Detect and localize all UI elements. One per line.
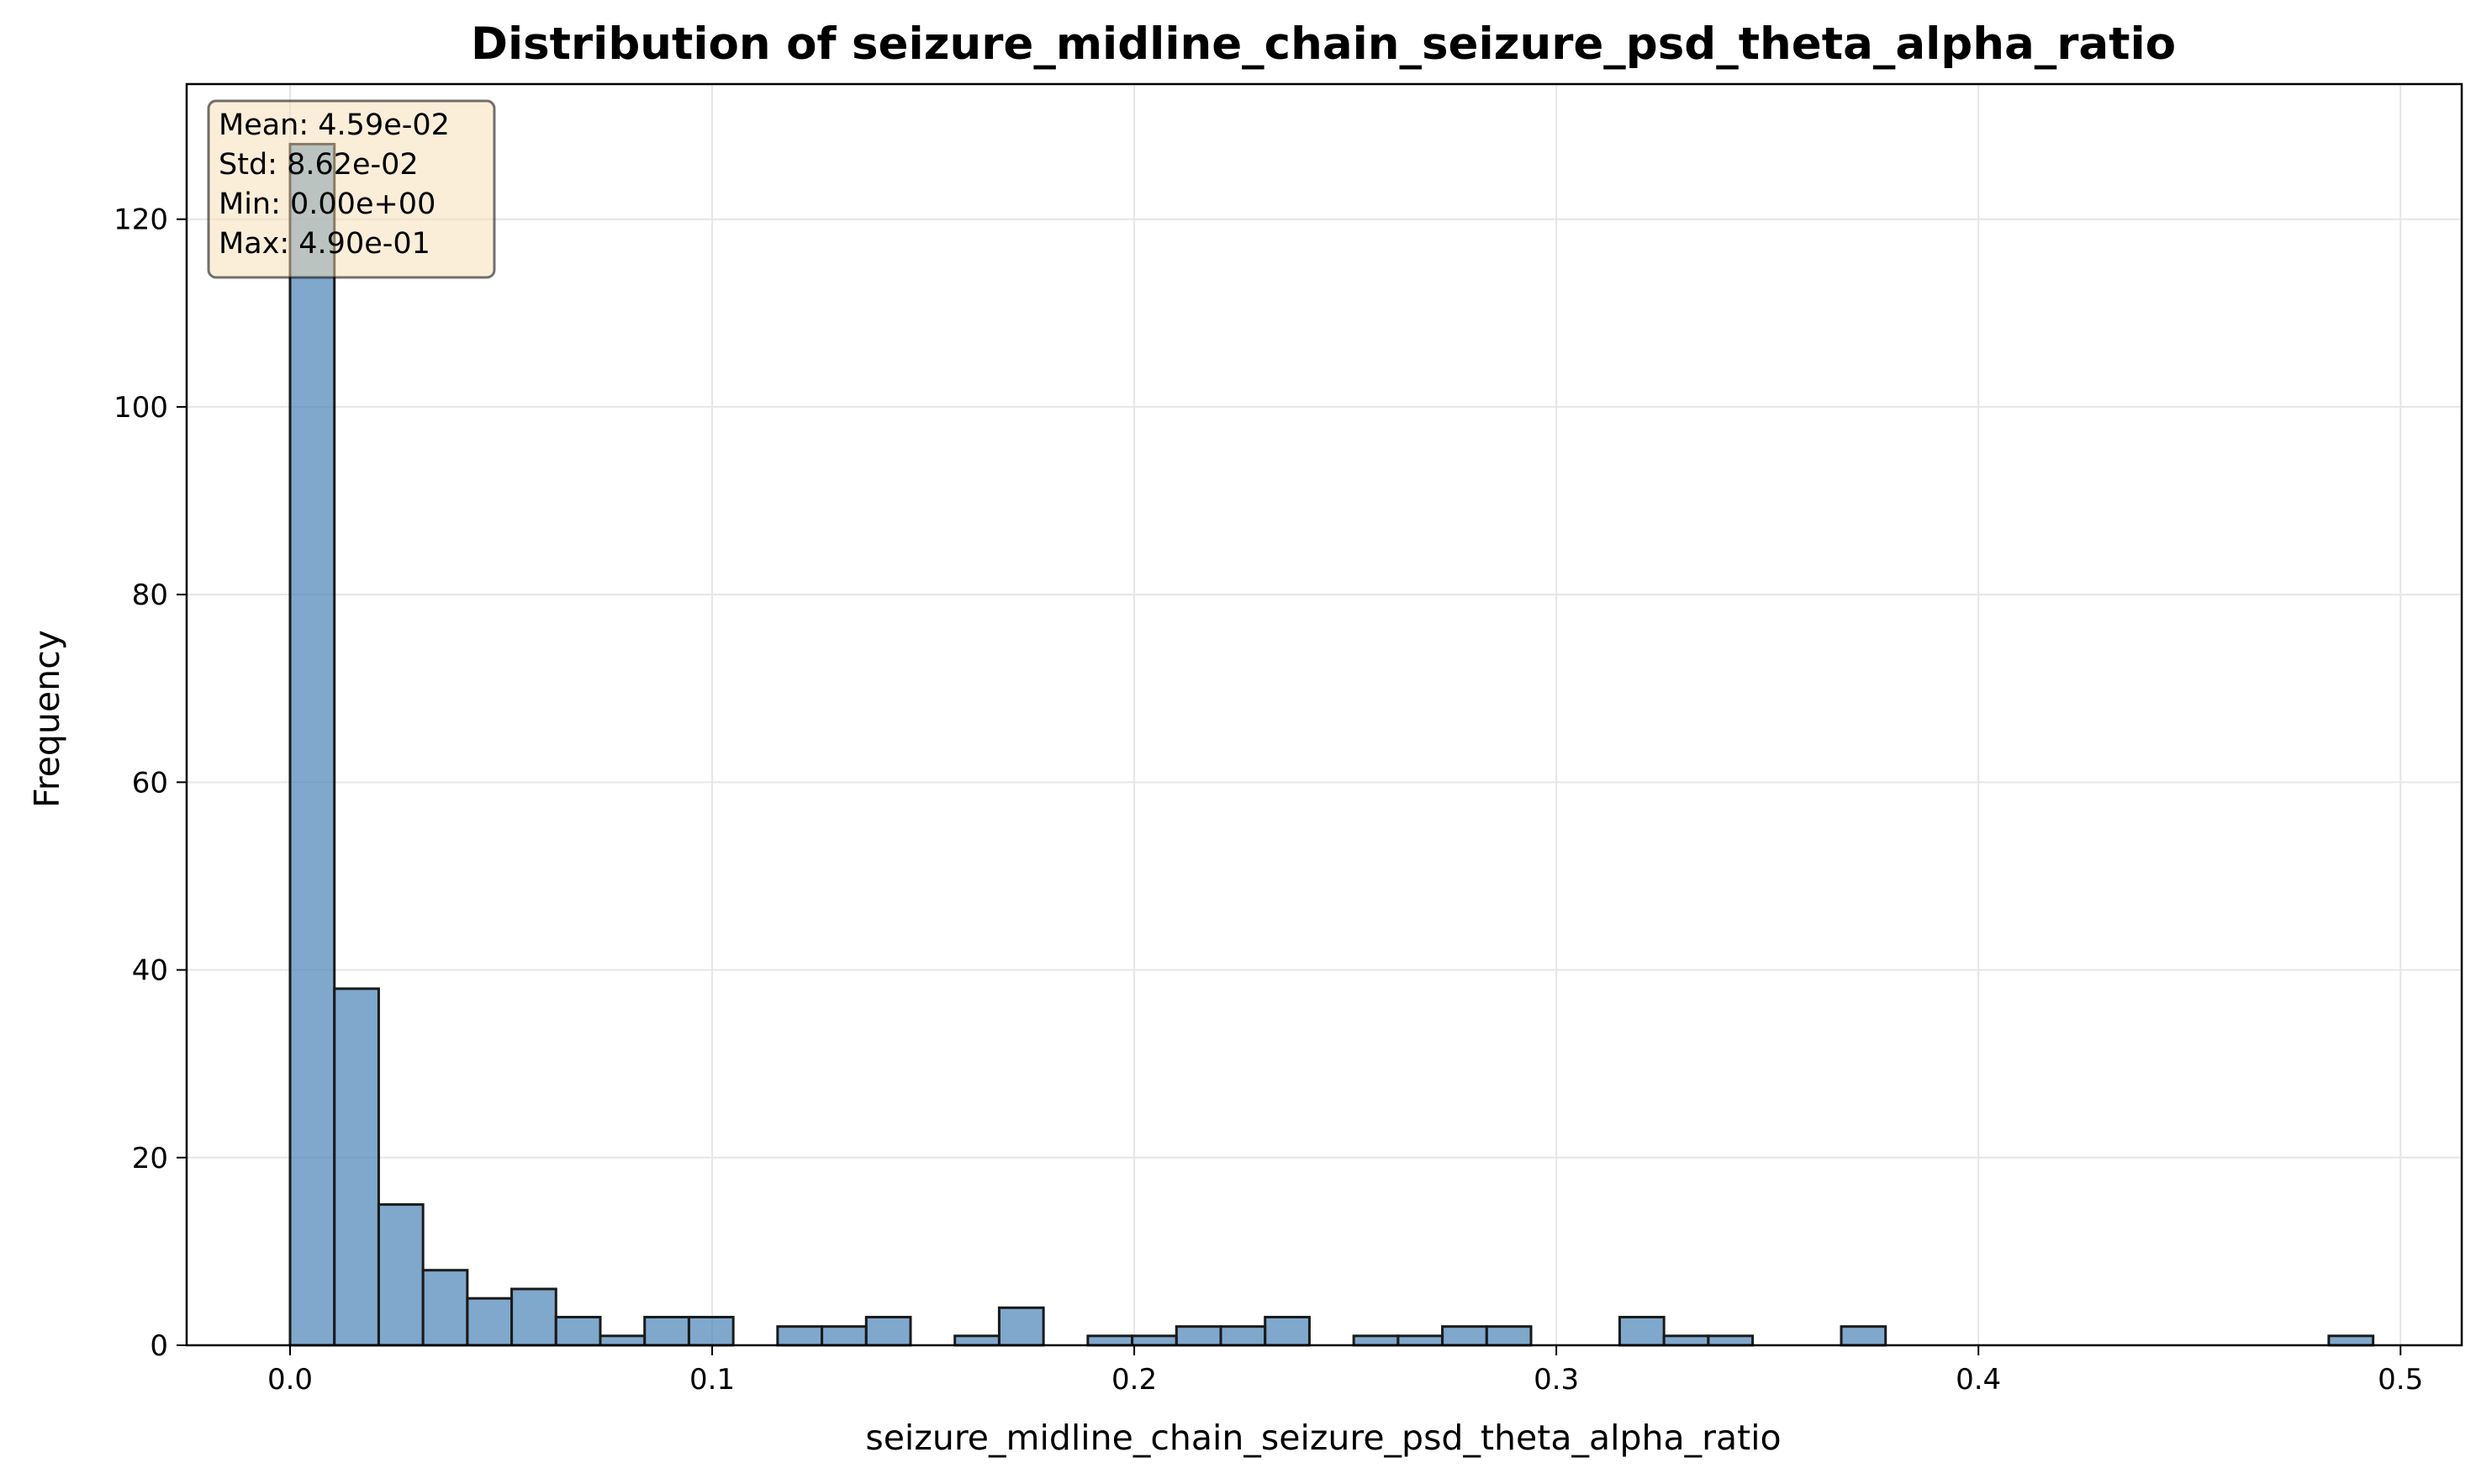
x-tick-label: 0.0 [267,1363,313,1397]
histogram-bar [1131,1334,1178,1347]
x-tick-label: 0.5 [2378,1363,2423,1397]
stats-line: Max: 4.90e-01 [219,227,430,261]
histogram-bar [1618,1316,1666,1347]
histogram-bar [1175,1325,1222,1347]
histogram-bar [333,987,380,1347]
histogram-bar [1352,1334,1400,1347]
x-axis-label: seizure_midline_chain_seizure_psd_theta_… [865,1418,1781,1458]
histogram-bars [288,142,2375,1347]
y-tick-label: 60 [132,766,168,800]
histogram-bar [1840,1325,1887,1347]
histogram-bar [599,1334,647,1347]
histogram-bar [864,1316,912,1347]
y-tick-label: 120 [114,203,168,237]
y-tick-label: 80 [132,578,168,612]
histogram-bar [953,1334,1000,1347]
histogram-bar [1707,1334,1755,1347]
histogram-bar [1441,1325,1488,1347]
plot-frame [185,82,2463,1347]
histogram-bar [997,1306,1045,1347]
histogram-bar [377,1203,425,1347]
stats-box-background [207,99,496,279]
grid [187,84,2462,1346]
y-axis-label: Frequency [27,630,67,808]
x-tick-label: 0.2 [1111,1363,1157,1397]
histogram-bar [643,1316,690,1347]
histogram-bar [421,1269,469,1347]
histogram-bar [1485,1325,1533,1347]
histogram-bar [1086,1334,1134,1347]
y-tick-label: 100 [114,391,168,425]
histogram-bar [1662,1334,1710,1347]
x-tick-label: 0.3 [1534,1363,1579,1397]
y-tick-label: 20 [132,1142,168,1175]
histogram-bar [687,1316,735,1347]
x-tick-label: 0.1 [689,1363,735,1397]
histogram-bar [510,1287,557,1347]
stats-line: Mean: 4.59e-02 [219,108,450,142]
x-tick-label: 0.4 [1956,1363,2001,1397]
axis-ticks: 0.0 0.1 0.2 0.3 0.4 0.5 0 20 40 60 80 100 120 [114,203,2423,1397]
histogram-bar [1396,1334,1444,1347]
y-tick-label: 40 [132,954,168,988]
histogram-bar [821,1325,868,1347]
histogram-bar [288,142,336,1347]
stats-line: Min: 0.00e+00 [219,187,436,221]
histogram-bar [466,1297,514,1347]
stats-line: Std: 8.62e-02 [219,148,419,182]
histogram-bar [1264,1316,1311,1347]
chart-title: Distribution of seizure_midline_chain_se… [471,18,2176,70]
stats-box: Mean: 4.59e-02 Std: 8.62e-02 Min: 0.00e+00… [207,99,496,279]
histogram-bar [1219,1325,1267,1347]
histogram-bar [554,1316,602,1347]
histogram-bar [776,1325,824,1347]
y-tick-label: 0 [150,1329,168,1363]
histogram-bar [2327,1334,2375,1347]
